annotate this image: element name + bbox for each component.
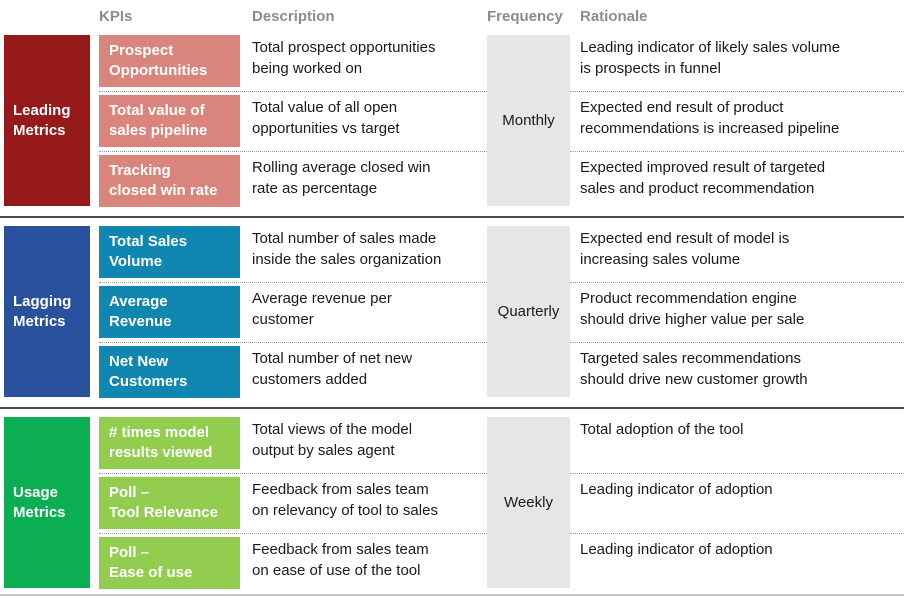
kpi-rationale: Product recommendation engine should dri… <box>580 290 805 328</box>
kpi-box: Net New Customers <box>99 346 240 398</box>
column-header-kpis: KPIs <box>99 8 133 25</box>
kpi-rationale: Expected end result of model is increasi… <box>580 230 790 268</box>
row-divider <box>570 473 904 474</box>
kpi-box: Tracking closed win rate <box>99 155 240 207</box>
kpi-description: Total views of the model output by sales… <box>252 421 413 459</box>
kpi-description: Total prospect opportunities being worke… <box>252 39 436 77</box>
section-divider <box>0 216 904 218</box>
kpi-box: Total value of sales pipeline <box>99 95 240 147</box>
section-divider <box>0 407 904 409</box>
row-divider <box>99 473 487 474</box>
kpi-rationale: Expected end result of product recommend… <box>580 99 840 137</box>
kpi-box: Poll – Tool Relevance <box>99 477 240 529</box>
kpi-box: Prospect Opportunities <box>99 35 240 87</box>
kpi-description: Feedback from sales team on relevancy of… <box>252 481 438 519</box>
column-header-rationale: Rationale <box>580 8 648 25</box>
kpi-rationale: Targeted sales recommendations should dr… <box>580 350 808 388</box>
row-divider <box>99 282 487 283</box>
kpi-description: Average revenue per customer <box>252 290 392 328</box>
row-divider <box>570 91 904 92</box>
row-divider <box>99 151 487 152</box>
row-divider <box>570 342 904 343</box>
column-header-description: Description <box>252 8 335 25</box>
kpi-rationale: Total adoption of the tool <box>580 421 744 438</box>
kpi-description: Total number of net new customers added <box>252 350 413 388</box>
frequency-box: Weekly <box>487 417 570 588</box>
frequency-box: Quarterly <box>487 226 570 397</box>
column-header-row: KPIs Description Frequency Rationale <box>0 0 904 32</box>
kpi-description: Total value of all open opportunities vs… <box>252 99 400 137</box>
table-bottom-border <box>0 594 904 596</box>
row-divider <box>99 91 487 92</box>
kpi-box: Poll – Ease of use <box>99 537 240 589</box>
kpi-description: Rolling average closed win rate as perce… <box>252 159 431 197</box>
group-label: Leading Metrics <box>4 35 90 206</box>
kpi-rationale: Expected improved result of targeted sal… <box>580 159 826 197</box>
row-divider <box>99 533 487 534</box>
metric-group-leading: Leading Metrics Prospect Opportunities T… <box>0 32 904 212</box>
kpi-box: Total Sales Volume <box>99 226 240 278</box>
row-divider <box>570 151 904 152</box>
kpi-box: Average Revenue <box>99 286 240 338</box>
metric-group-lagging: Lagging Metrics Total Sales Volume Total… <box>0 223 904 403</box>
frequency-box: Monthly <box>487 35 570 206</box>
kpi-description: Total number of sales made inside the sa… <box>252 230 442 268</box>
row-divider <box>99 342 487 343</box>
column-header-frequency: Frequency <box>487 8 563 25</box>
row-divider <box>570 282 904 283</box>
row-divider <box>570 533 904 534</box>
kpi-rationale: Leading indicator of likely sales volume… <box>580 39 841 77</box>
kpi-rationale: Leading indicator of adoption <box>580 541 773 558</box>
kpi-rationale: Leading indicator of adoption <box>580 481 773 498</box>
metric-group-usage: Usage Metrics # times model results view… <box>0 414 904 594</box>
group-label: Lagging Metrics <box>4 226 90 397</box>
kpi-box: # times model results viewed <box>99 417 240 469</box>
group-label: Usage Metrics <box>4 417 90 588</box>
kpi-description: Feedback from sales team on ease of use … <box>252 541 429 579</box>
